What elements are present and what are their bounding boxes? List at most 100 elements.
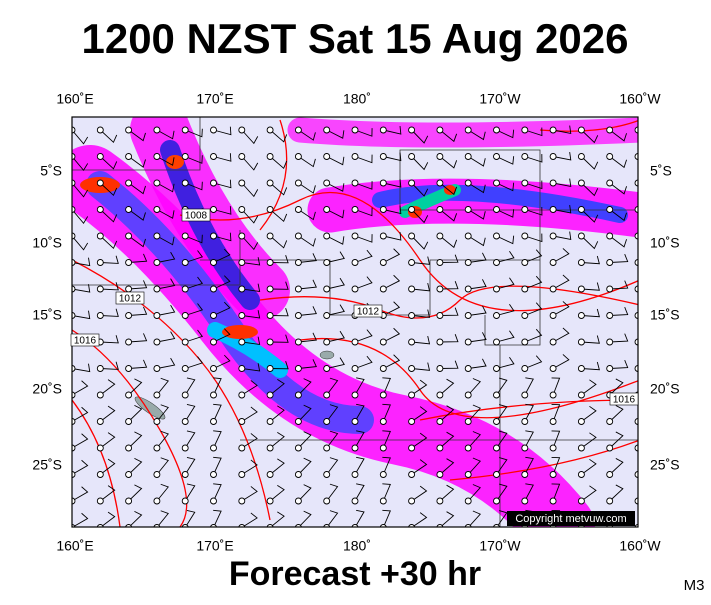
wind-barb	[496, 303, 515, 316]
wind-barb	[439, 458, 455, 475]
station	[294, 524, 302, 527]
station	[181, 418, 189, 425]
wind-barb	[524, 275, 543, 290]
station	[96, 232, 104, 240]
station	[238, 206, 246, 213]
station	[153, 312, 161, 319]
station	[577, 338, 585, 346]
wind-barb	[156, 404, 169, 422]
station	[96, 153, 104, 160]
station	[238, 471, 246, 478]
station	[493, 444, 500, 452]
wind-barb	[270, 511, 285, 527]
wind-barb	[637, 288, 638, 289]
wind-barb	[609, 333, 629, 343]
station	[238, 338, 246, 346]
wind-barb	[581, 182, 599, 197]
wind-barb	[298, 457, 312, 475]
station	[379, 365, 387, 372]
station	[521, 418, 529, 425]
wind-barb	[72, 257, 91, 267]
wind-barb	[269, 485, 285, 502]
wind-barb	[581, 156, 599, 170]
station	[351, 285, 359, 293]
station	[96, 285, 104, 293]
wind-barb	[298, 431, 312, 449]
station	[153, 232, 161, 240]
wind-barb	[467, 431, 481, 449]
station	[606, 497, 614, 505]
wind-barb	[72, 433, 89, 449]
wind-barb	[185, 303, 204, 316]
wind-barb	[100, 458, 116, 475]
wind-barb	[99, 182, 118, 197]
wind-barb	[411, 335, 431, 345]
wind-barb	[326, 235, 345, 245]
wind-barb	[383, 274, 401, 290]
station	[408, 232, 416, 240]
wind-barb	[383, 354, 401, 369]
copyright: Copyright metvuw.com	[515, 513, 626, 525]
station	[408, 338, 416, 346]
wind-barb	[439, 360, 459, 369]
wind-barb	[411, 379, 428, 396]
wind-barb	[213, 301, 231, 316]
wind-barb	[383, 232, 402, 241]
station	[549, 206, 557, 213]
station	[323, 338, 331, 346]
station	[238, 285, 246, 293]
wind-barb	[128, 457, 143, 475]
wind-barb	[411, 485, 428, 502]
wind-barb	[551, 430, 561, 449]
station	[549, 338, 557, 346]
wind-barb	[128, 235, 146, 248]
wind-barb	[128, 484, 143, 502]
wind-barb	[411, 129, 429, 144]
station	[577, 497, 585, 505]
station	[634, 524, 638, 527]
wind-barb	[298, 253, 317, 263]
station	[351, 471, 359, 478]
station	[210, 312, 217, 319]
station	[72, 285, 76, 293]
wind-barb	[99, 235, 118, 250]
footer: Forecast +30 hr	[229, 555, 481, 593]
wind-barb	[581, 485, 597, 502]
wind-barb	[326, 209, 345, 219]
wind-barb	[269, 379, 285, 396]
wind-barb	[298, 332, 317, 343]
right-label: 20˚S	[650, 381, 680, 397]
wind-barb	[270, 281, 289, 290]
station	[464, 391, 472, 399]
wind-barb	[269, 156, 288, 170]
station	[464, 259, 472, 266]
station	[72, 126, 76, 134]
wind-barb	[637, 183, 638, 184]
wind-barb	[524, 127, 543, 137]
station	[238, 391, 246, 399]
station	[549, 471, 557, 478]
station	[181, 232, 189, 240]
right-label: 5˚S	[650, 163, 672, 179]
wind-barb	[411, 235, 429, 250]
station	[379, 418, 387, 425]
wind-barb	[298, 235, 316, 247]
wind-barb	[326, 182, 345, 192]
station	[210, 338, 217, 346]
wind-barb	[100, 405, 116, 422]
wind-barb	[581, 405, 597, 422]
wind-barb	[637, 473, 638, 475]
wind-barb	[354, 403, 365, 422]
wind-barb	[99, 156, 118, 170]
station	[153, 497, 161, 505]
left-label: 10˚S	[32, 235, 62, 251]
wind-barb	[524, 180, 543, 190]
wind-barb	[100, 432, 116, 449]
station	[577, 259, 585, 266]
station	[125, 259, 133, 266]
wind-barb	[524, 456, 534, 475]
wind-barb	[241, 156, 259, 171]
wind-barb	[524, 355, 543, 369]
wind-barb	[100, 255, 119, 264]
wind-barb	[496, 510, 508, 527]
